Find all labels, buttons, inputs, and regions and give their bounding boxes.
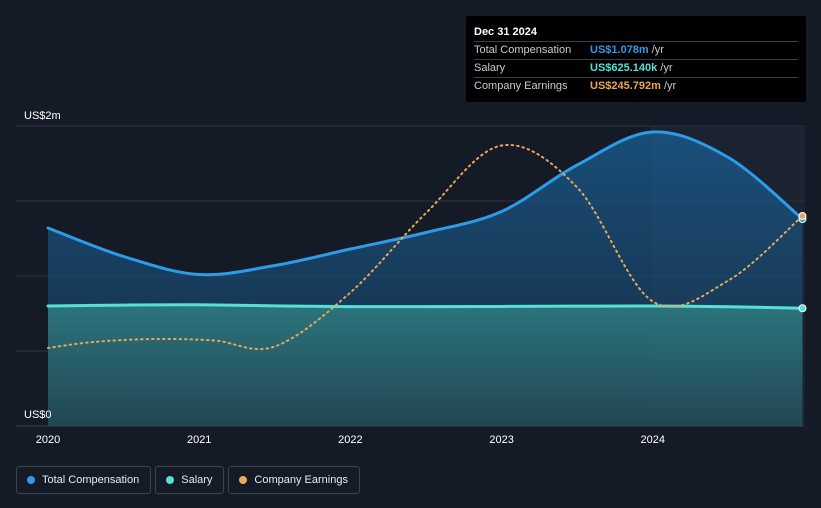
x-tick-label: 2024 [641, 434, 665, 446]
line-total-compensation [46, 130, 804, 277]
tooltip-row-company-earnings: Company Earnings US$245.792m /yr [474, 77, 798, 95]
x-tick-label: 2020 [36, 434, 60, 446]
x-tick-label: 2022 [338, 434, 362, 446]
tooltip-row-unit: /yr [660, 62, 673, 74]
y-axis-min-label: US$0 [24, 409, 52, 421]
chart-legend: Total Compensation Salary Company Earnin… [16, 466, 360, 494]
x-tick-label: 2021 [187, 434, 211, 446]
hover-tooltip: Dec 31 2024 Total Compensation US$1.078m… [466, 16, 806, 102]
legend-dot-icon [27, 476, 35, 484]
line-salary [46, 303, 804, 310]
tooltip-row-unit: /yr [663, 80, 677, 92]
tooltip-row-total-compensation: Total Compensation US$1.078m /yr [474, 41, 798, 59]
legend-dot-icon [166, 476, 175, 484]
tooltip-row-label: Salary [474, 62, 506, 74]
tooltip-row-unit: /yr [651, 44, 664, 56]
legend-label: Company Earnings [254, 474, 348, 486]
tooltip-row-value: US$245.792m [590, 80, 661, 92]
tooltip-row-label: Company Earnings [474, 80, 568, 92]
x-axis-ticks: 2020 2021 2022 2023 2024 [36, 434, 665, 446]
line-company-earnings [47, 143, 804, 351]
x-tick-label: 2023 [489, 434, 513, 446]
legend-label: Salary [181, 474, 213, 486]
legend-item-total-compensation[interactable]: Total Compensation [16, 466, 152, 494]
area-salary [48, 304, 803, 426]
series-lines [46, 130, 807, 351]
legend-item-company-earnings[interactable]: Company Earnings [228, 466, 360, 494]
series-areas [48, 131, 803, 426]
tooltip-row-salary: Salary US$625.140k /yr [474, 59, 798, 77]
tooltip-row-label: Total Compensation [474, 44, 572, 56]
y-axis-max-label: US$2m [24, 110, 61, 122]
legend-label: Total Compensation [42, 474, 140, 486]
end-point-salary [798, 304, 807, 313]
end-point-company-earnings [798, 212, 807, 220]
legend-dot-icon [239, 476, 248, 484]
tooltip-date: Dec 31 2024 [474, 26, 537, 38]
legend-item-salary[interactable]: Salary [155, 466, 225, 494]
tooltip-row-value: US$1.078m [590, 44, 649, 56]
tooltip-row-value: US$625.140k [590, 62, 658, 74]
